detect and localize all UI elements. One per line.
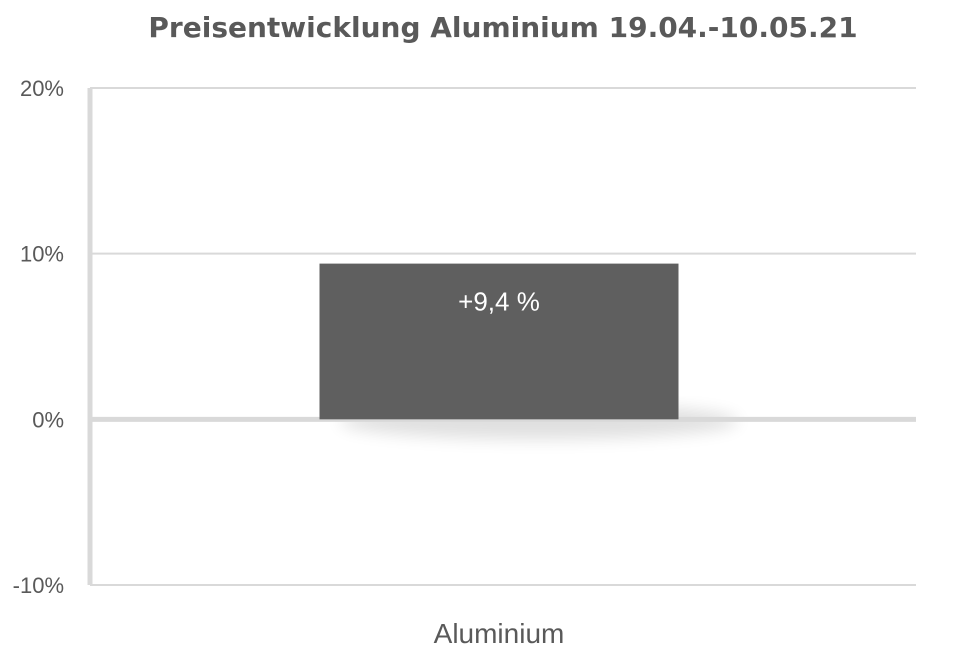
bar-aluminium	[319, 263, 679, 420]
chart-title: Preisentwicklung Aluminium 19.04.-10.05.…	[148, 11, 857, 44]
y-tick-label: 20%	[20, 76, 64, 101]
y-tick-label: 0%	[32, 407, 64, 432]
data-label: +9,4 %	[458, 287, 540, 317]
x-category-label: Aluminium	[434, 618, 565, 649]
y-tick-label: -10%	[13, 573, 64, 598]
y-tick-label: 10%	[20, 242, 64, 267]
